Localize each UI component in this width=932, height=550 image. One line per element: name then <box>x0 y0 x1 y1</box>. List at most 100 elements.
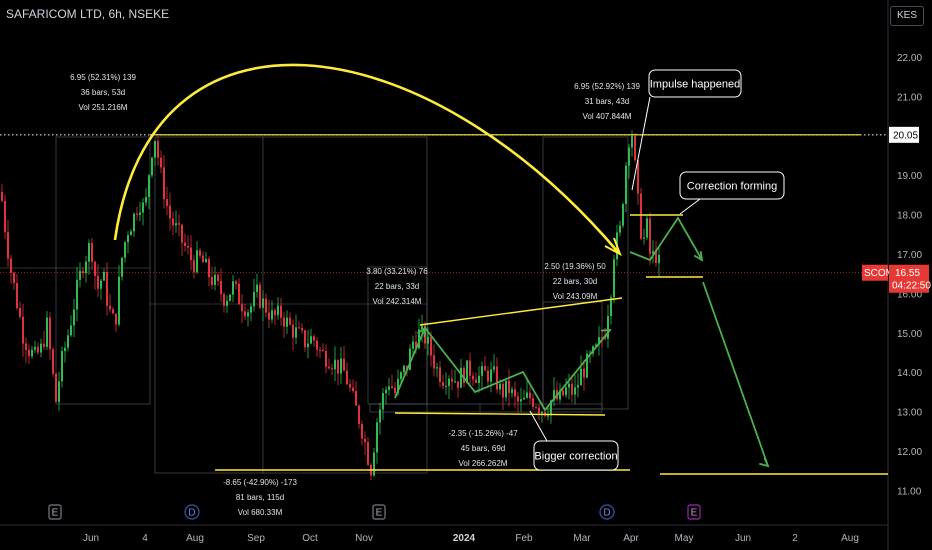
candle <box>394 382 396 397</box>
y-tick-label: 15.00 <box>897 329 922 340</box>
candle-body <box>265 298 267 313</box>
dividend-icon <box>599 504 615 520</box>
chart-title: SAFARICOM LTD, 6h, NSEKE <box>6 7 170 21</box>
candle-body <box>574 387 576 395</box>
candle-body <box>631 135 633 148</box>
candle <box>538 403 540 420</box>
measurement-line: Vol 266.262M <box>459 459 508 468</box>
candle-body <box>280 305 282 318</box>
candle <box>49 312 51 360</box>
candle <box>91 238 93 270</box>
candle <box>145 188 147 207</box>
candle-body <box>490 369 492 382</box>
candle-body <box>43 343 45 347</box>
candle-body <box>484 365 486 371</box>
candle-body <box>286 317 288 327</box>
candle-body <box>91 242 93 262</box>
currency-button[interactable]: KES <box>890 6 924 26</box>
candle-body <box>124 242 126 258</box>
candle <box>262 290 264 322</box>
candle-body <box>196 250 198 273</box>
earnings-icon <box>372 504 386 520</box>
candle-body <box>262 298 264 308</box>
candle <box>214 266 216 291</box>
candle-body <box>448 378 450 386</box>
candle <box>619 220 621 237</box>
candle-body <box>97 275 99 289</box>
candle-body <box>4 200 6 233</box>
candle <box>277 297 279 320</box>
callout-correction-forming: Correction forming <box>679 171 785 215</box>
candle-body <box>103 272 105 281</box>
candle-body <box>628 147 630 166</box>
candle-body <box>55 373 57 402</box>
measurement-label: 3.80 (33.21%) 76 22 bars, 33d Vol 242.314M <box>366 267 428 306</box>
candle-body <box>595 344 597 347</box>
candle-body <box>37 346 39 353</box>
callout-box <box>533 440 619 471</box>
candle-body <box>409 348 411 371</box>
candle-body <box>172 218 174 226</box>
candle-body <box>478 375 480 384</box>
candle-body <box>247 312 249 317</box>
candle-body <box>157 141 159 158</box>
candle <box>199 247 201 259</box>
drawings: 6.95 (52.31%) 139 36 bars, 53d Vol 251.216… <box>0 63 888 517</box>
candle <box>229 294 231 302</box>
candle <box>220 268 222 303</box>
candle-body <box>361 424 363 439</box>
candle-body <box>268 312 270 320</box>
candle <box>61 346 63 388</box>
candle <box>25 337 27 364</box>
candle <box>1 184 3 203</box>
candle-body <box>133 213 135 232</box>
candle-body <box>472 375 474 380</box>
candle <box>364 431 366 456</box>
candle-body <box>352 387 354 392</box>
y-axis[interactable]: 22.00 21.00 19.00 18.00 17.00 16.00 15.00 14.00… <box>862 53 931 497</box>
candle-body <box>136 213 138 215</box>
y-tick-label: 13.00 <box>897 408 922 419</box>
candle-body <box>517 396 519 402</box>
candle-body <box>325 350 327 367</box>
callout-bigger-correction: Bigger correction <box>529 410 619 471</box>
candle-body <box>70 325 72 336</box>
candle-body <box>7 232 9 259</box>
candle <box>139 202 141 222</box>
symbol-tag: SCOM <box>862 264 894 281</box>
candle <box>556 381 558 402</box>
candle <box>163 155 165 209</box>
candle-body <box>256 284 258 292</box>
candle <box>484 356 486 371</box>
candle <box>442 374 444 390</box>
candle-body <box>217 274 219 281</box>
candle <box>223 291 225 313</box>
x-tick-label: Aug <box>186 533 204 544</box>
candle <box>613 255 615 304</box>
candle <box>553 376 555 407</box>
measurement-line: Vol 251.216M <box>79 103 128 112</box>
y-tick-label: 17.00 <box>897 250 922 261</box>
candle <box>388 377 390 396</box>
candle-body <box>82 271 84 274</box>
candle <box>439 361 441 388</box>
callout-text: Impulse happened <box>650 79 741 91</box>
candle <box>259 281 261 310</box>
candle-body <box>655 251 657 264</box>
candle <box>571 374 573 403</box>
measurement-line: 6.95 (52.31%) 139 <box>70 73 136 82</box>
measurement-line: 6.95 (52.92%) 139 <box>574 82 640 91</box>
candle-body <box>613 259 615 298</box>
candle <box>73 298 75 338</box>
candle-body <box>25 343 27 350</box>
candle-body <box>61 351 63 382</box>
candle-body <box>523 397 525 400</box>
candle <box>37 342 39 355</box>
candle <box>643 228 645 245</box>
candle <box>559 383 561 403</box>
x-axis[interactable]: Jun 4 Aug Sep Oct Nov 2024 Feb Mar Apr May Jun 2 Aug E… <box>48 504 859 544</box>
forecast-arrow <box>629 216 703 262</box>
candle-body <box>283 317 285 327</box>
callout-pointer <box>529 410 548 442</box>
